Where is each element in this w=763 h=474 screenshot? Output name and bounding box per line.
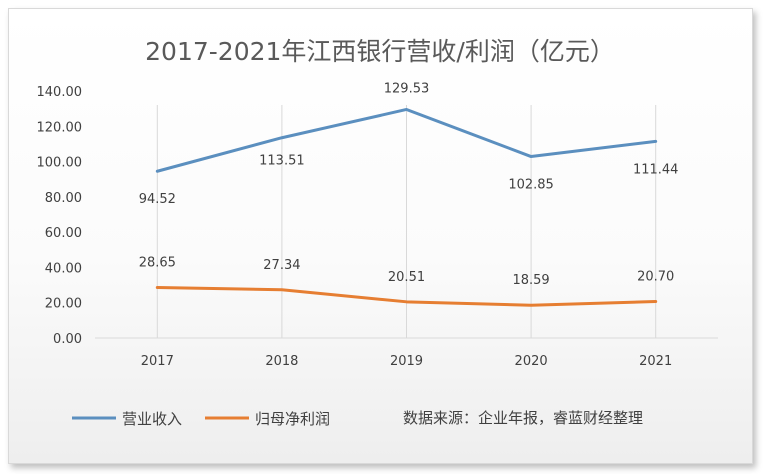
data-label-1-4: 20.70 [637, 269, 674, 284]
data-label-0-0: 94.52 [139, 192, 176, 207]
y-tick-label: 20.00 [45, 297, 82, 312]
y-tick-label: 0.00 [53, 332, 82, 347]
legend-label-0: 营业收入 [122, 410, 182, 428]
data-label-0-2: 129.53 [384, 81, 430, 96]
data-label-1-3: 18.59 [512, 273, 549, 288]
series-line-0 [155, 107, 658, 173]
series-line-1 [155, 285, 658, 307]
legend-label-1: 归母净利润 [255, 410, 330, 428]
data-label-1-1: 27.34 [263, 258, 300, 273]
x-tick-label-2019: 2019 [390, 354, 423, 369]
x-tick-label-2020: 2020 [515, 354, 548, 369]
y-tick-label: 80.00 [45, 191, 82, 206]
source-note: 数据来源：企业年报，睿蓝财经整理 [403, 409, 643, 427]
x-tick-label-2018: 2018 [265, 354, 298, 369]
data-label-1-0: 28.65 [139, 255, 176, 270]
data-label-0-4: 111.44 [633, 162, 679, 177]
data-label-0-3: 102.85 [508, 178, 554, 193]
y-tick-label: 100.00 [37, 156, 83, 171]
x-tick-label-2017: 2017 [141, 354, 174, 369]
data-label-1-2: 20.51 [388, 270, 425, 285]
y-tick-label: 140.00 [37, 85, 83, 100]
y-tick-label: 40.00 [45, 261, 82, 276]
chart-title: 2017-2021年江西银行营收/利润（亿元） [145, 37, 615, 66]
chart-frame [8, 8, 753, 464]
y-tick-label: 60.00 [45, 226, 82, 241]
data-label-0-1: 113.51 [259, 154, 305, 169]
x-tick-label-2021: 2021 [639, 354, 672, 369]
y-tick-label: 120.00 [37, 120, 83, 135]
